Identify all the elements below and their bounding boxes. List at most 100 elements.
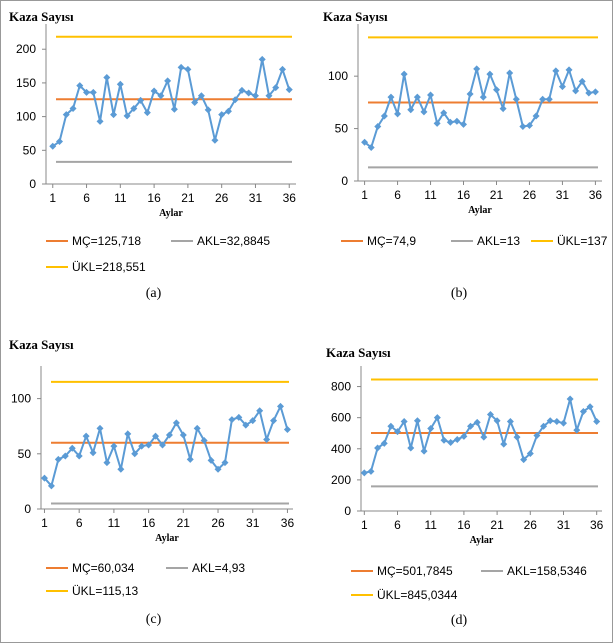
x-tick-label: 31 [556,188,570,202]
x-tick-label: 1 [41,516,48,530]
data-point [143,109,151,117]
x-tick-label: 1 [49,191,56,205]
data-point [506,69,514,77]
data-line [52,59,291,148]
x-tick-label: 6 [394,188,401,202]
x-tick-label: 36 [590,518,604,532]
y-tick-label: 0 [341,174,348,188]
legend-label: ÜKL=115,13 [72,584,138,598]
panel-caption: (d) [451,613,468,628]
data-point [532,112,540,120]
data-point [68,444,76,452]
data-point [235,413,243,421]
x-tick-label: 16 [142,516,156,530]
data-point [130,105,138,113]
data-point [103,74,111,82]
data-point [145,441,153,449]
data-point [131,450,139,458]
data-point [69,105,77,113]
y-tick-label: 50 [18,447,32,461]
data-point [103,459,111,467]
data-point [158,441,166,449]
data-point [224,107,232,115]
y-tick-label: 0 [29,177,36,191]
data-point [124,430,132,438]
legend-label: MÇ=74,9 [367,234,416,248]
data-point [394,110,402,118]
data-point [96,117,104,125]
y-tick-label: 400 [331,442,351,456]
x-tick-label: 26 [523,188,537,202]
data-point [480,433,488,441]
data-point [420,108,428,116]
x-tick-label: 31 [249,191,263,205]
y-tick-label: 50 [23,143,37,157]
data-point [123,112,131,120]
data-point [579,407,587,415]
data-point [367,143,375,151]
y-axis-title: Kaza Sayısı [326,345,391,360]
data-point [400,418,408,426]
y-tick-label: 150 [16,76,36,90]
data-point [110,442,118,450]
x-axis-title: Aylar [155,533,179,544]
data-point [76,82,84,90]
x-tick-label: 21 [490,518,504,532]
data-point [407,106,415,114]
data-point [446,118,454,126]
data-point [453,435,461,443]
data-point [479,93,487,101]
x-tick-label: 6 [83,191,90,205]
x-tick-label: 36 [281,516,295,530]
data-point [231,96,239,104]
data-point [152,432,160,440]
data-point [186,455,194,463]
data-point [572,87,580,95]
data-point [374,444,382,452]
data-point [460,432,468,440]
data-point [265,92,273,100]
data-point [75,452,83,460]
y-axis-title: Kaza Sayısı [323,9,388,24]
data-point [473,418,481,426]
x-tick-label: 26 [524,518,538,532]
x-tick-label: 1 [361,518,368,532]
data-point [492,86,500,94]
data-point [466,90,474,98]
data-point [374,122,382,130]
data-point [486,70,494,78]
data-point [117,465,125,473]
panel-caption: (b) [451,286,468,301]
data-point [427,91,435,99]
x-tick-label: 26 [215,191,229,205]
data-point [440,109,448,117]
data-point [486,411,494,419]
data-point [184,65,192,73]
data-point [380,112,388,120]
data-point [54,455,62,463]
data-point [218,111,226,119]
data-point [238,86,246,94]
data-point [413,93,421,101]
data-point [116,80,124,88]
data-point [193,424,201,432]
data-point [493,417,501,425]
y-tick-label: 800 [331,380,351,394]
data-point [191,98,199,106]
data-point [150,87,158,95]
data-point [204,106,212,114]
x-tick-label: 6 [76,516,83,530]
data-point [82,432,90,440]
data-point [506,418,514,426]
data-point [526,449,534,457]
data-point [89,449,97,457]
data-point [49,142,57,150]
legend-label: MÇ=501,7845 [377,564,453,578]
data-point [214,465,222,473]
data-point [500,440,508,448]
x-tick-label: 11 [424,518,437,532]
data-point [586,403,594,411]
data-point [433,119,441,127]
